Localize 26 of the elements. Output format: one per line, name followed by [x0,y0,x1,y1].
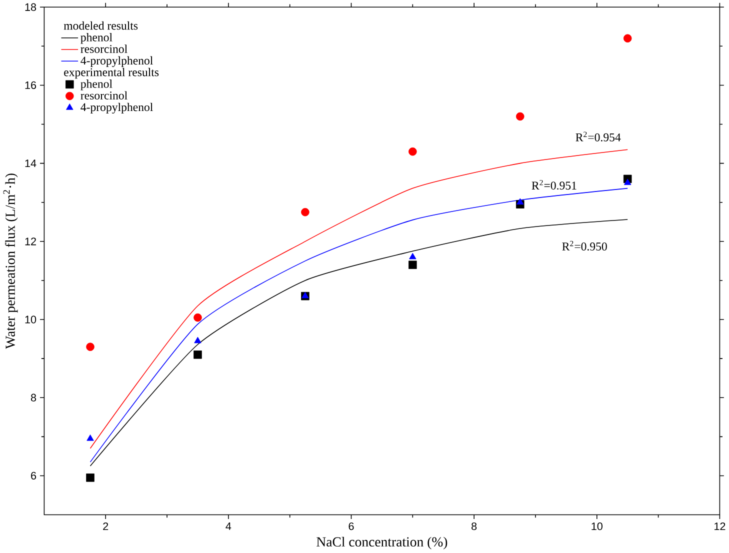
x-tick-label: 6 [348,522,354,530]
x-tick-label: 8 [472,522,477,530]
annotation: R$^{2}$=0.950 [562,241,607,251]
y-tick-label: 6 [31,472,36,480]
legend-label: 4-propylphenol [80,56,153,68]
y-tick-label: 12 [25,238,36,246]
annotation: experimental results [64,68,159,79]
annotation: R$^{2}$=0.951 [532,180,576,190]
y-tick-label: 14 [25,160,36,168]
y-tick-label: 8 [30,394,36,402]
y-axis-title: Water permeation flux (L/m$^{2}$·h) [3,174,18,350]
x-tick-label: 12 [714,522,726,530]
x-axis-title: NaCl concentration (%) [316,537,448,550]
x-tick-label: 2 [103,522,108,530]
legend-label: 4-propylphenol [80,103,153,114]
annotation: R$^{2}$=0.954 [576,132,621,142]
y-tick-label: 16 [25,82,36,90]
legend-label: resorcinol [80,91,128,100]
y-tick-label: 18 [25,3,36,12]
legend-label: phenol [80,33,112,44]
legend-label: resorcinol [80,44,128,54]
y-tick-label: 10 [25,316,36,324]
legend-title: modeled results [64,22,138,30]
x-tick-label: 10 [592,522,602,530]
legend-label: phenol [80,80,112,90]
x-tick-label: 4 [226,522,232,530]
